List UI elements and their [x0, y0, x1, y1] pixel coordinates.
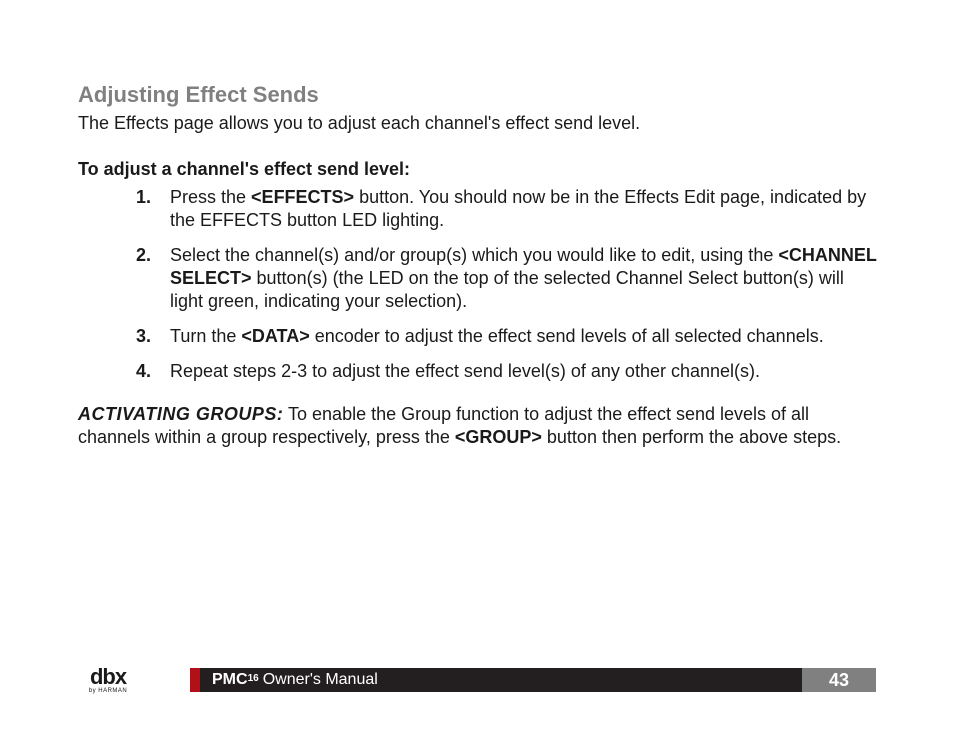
step-text-bold: <DATA>: [241, 326, 309, 346]
step-text-post: encoder to adjust the effect send levels…: [310, 326, 824, 346]
step-text-pre: Repeat steps 2-3 to adjust the effect se…: [170, 361, 760, 381]
note-post: button then perform the above steps.: [542, 427, 841, 447]
note-bold: <GROUP>: [455, 427, 542, 447]
step-item: Repeat steps 2-3 to adjust the effect se…: [170, 360, 878, 383]
step-text-pre: Press the: [170, 187, 251, 207]
logo-sub-text: by HARMAN: [78, 688, 138, 694]
step-text-bold: <EFFECTS>: [251, 187, 354, 207]
product-text: PMC: [212, 671, 248, 688]
intro-paragraph: The Effects page allows you to adjust ea…: [78, 112, 878, 135]
brand-logo: dbx by HARMAN: [78, 670, 138, 694]
content-area: Adjusting Effect Sends The Effects page …: [78, 82, 878, 449]
footer-accent-bar: [190, 668, 200, 692]
logo-main-text: dbx: [78, 670, 138, 684]
step-text-post: button(s) (the LED on the top of the sel…: [170, 268, 844, 311]
manual-label: Owner's Manual: [263, 671, 378, 689]
sub-heading: To adjust a channel's effect send level:: [78, 159, 878, 180]
steps-list: Press the <EFFECTS> button. You should n…: [78, 186, 878, 383]
section-heading: Adjusting Effect Sends: [78, 82, 878, 108]
step-item: Select the channel(s) and/or group(s) wh…: [170, 244, 878, 313]
note-label: ACTIVATING GROUPS:: [78, 404, 283, 424]
footer-title-bar: PMC16 Owner's Manual: [200, 668, 802, 692]
page-number: 43: [802, 668, 876, 692]
product-sup: 16: [248, 673, 259, 684]
step-text-pre: Turn the: [170, 326, 241, 346]
manual-page: Adjusting Effect Sends The Effects page …: [0, 0, 954, 738]
step-text-pre: Select the channel(s) and/or group(s) wh…: [170, 245, 778, 265]
step-item: Press the <EFFECTS> button. You should n…: [170, 186, 878, 232]
page-footer: dbx by HARMAN PMC16 Owner's Manual 43: [0, 662, 954, 698]
note-paragraph: ACTIVATING GROUPS: To enable the Group f…: [78, 403, 878, 449]
product-name: PMC16: [212, 671, 259, 689]
step-item: Turn the <DATA> encoder to adjust the ef…: [170, 325, 878, 348]
